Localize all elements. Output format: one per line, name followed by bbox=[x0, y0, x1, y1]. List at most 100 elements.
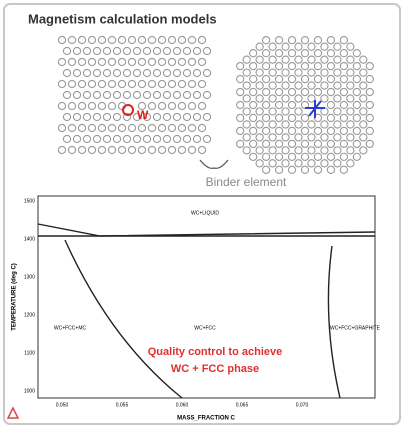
atom bbox=[263, 50, 270, 57]
atom bbox=[103, 47, 110, 54]
atom bbox=[108, 36, 115, 43]
w-label: W bbox=[137, 108, 149, 122]
atom bbox=[347, 95, 354, 102]
atom bbox=[243, 108, 250, 115]
atom bbox=[288, 75, 295, 82]
binder-label: Binder element bbox=[206, 175, 287, 189]
atom bbox=[334, 121, 341, 128]
x-tick-label: 0.060 bbox=[176, 402, 189, 408]
atom bbox=[353, 50, 360, 57]
atom bbox=[237, 75, 244, 82]
annotation: Quality control to achieve bbox=[148, 346, 282, 358]
atom bbox=[334, 160, 341, 167]
atom bbox=[340, 50, 347, 57]
atom bbox=[118, 124, 125, 131]
atom bbox=[133, 69, 140, 76]
atom bbox=[334, 69, 341, 76]
atom bbox=[153, 69, 160, 76]
atom bbox=[347, 108, 354, 115]
atom bbox=[178, 146, 185, 153]
atom bbox=[237, 63, 244, 70]
region-label: WC+FCC+MC bbox=[54, 325, 87, 331]
atom bbox=[78, 102, 85, 109]
atom bbox=[263, 114, 270, 121]
atom bbox=[263, 140, 270, 147]
atom bbox=[243, 134, 250, 141]
atom bbox=[327, 101, 334, 108]
atom bbox=[334, 134, 341, 141]
atom bbox=[203, 47, 210, 54]
atom bbox=[193, 91, 200, 98]
atom bbox=[98, 124, 105, 131]
atom bbox=[143, 135, 150, 142]
atom bbox=[143, 47, 150, 54]
atom bbox=[178, 124, 185, 131]
atom bbox=[282, 43, 289, 50]
atom bbox=[158, 146, 165, 153]
atom bbox=[83, 135, 90, 142]
atom bbox=[263, 166, 270, 173]
atom bbox=[314, 50, 321, 57]
atom bbox=[118, 36, 125, 43]
atom bbox=[158, 36, 165, 43]
atom bbox=[143, 69, 150, 76]
atom bbox=[334, 56, 341, 63]
atom bbox=[275, 75, 282, 82]
atom bbox=[327, 37, 334, 44]
atom bbox=[340, 75, 347, 82]
atom bbox=[148, 36, 155, 43]
atom bbox=[353, 101, 360, 108]
atom bbox=[263, 37, 270, 44]
atom bbox=[178, 102, 185, 109]
atom bbox=[308, 134, 315, 141]
atom bbox=[269, 121, 276, 128]
atom bbox=[321, 69, 328, 76]
atom bbox=[250, 50, 257, 57]
atom bbox=[269, 160, 276, 167]
atom bbox=[128, 80, 135, 87]
atom bbox=[183, 69, 190, 76]
atom bbox=[198, 146, 205, 153]
atom bbox=[308, 82, 315, 89]
atom bbox=[237, 101, 244, 108]
atom bbox=[366, 114, 373, 121]
atom bbox=[301, 153, 308, 160]
atom bbox=[163, 135, 170, 142]
atom bbox=[78, 124, 85, 131]
y-tick-label: 1300 bbox=[24, 274, 35, 280]
atom bbox=[73, 91, 80, 98]
atom bbox=[250, 127, 257, 134]
atom bbox=[198, 102, 205, 109]
atom bbox=[366, 101, 373, 108]
atom bbox=[83, 113, 90, 120]
atom bbox=[308, 43, 315, 50]
atom bbox=[269, 95, 276, 102]
atom bbox=[168, 36, 175, 43]
atom bbox=[203, 135, 210, 142]
atom bbox=[347, 56, 354, 63]
atom bbox=[103, 69, 110, 76]
atom bbox=[353, 63, 360, 70]
atom bbox=[340, 88, 347, 95]
atom bbox=[158, 102, 165, 109]
atom bbox=[63, 69, 70, 76]
atom bbox=[118, 80, 125, 87]
atom bbox=[68, 58, 75, 65]
x-tick-label: 0.055 bbox=[116, 402, 129, 408]
atom bbox=[295, 56, 302, 63]
atom bbox=[295, 121, 302, 128]
atom bbox=[250, 140, 257, 147]
atom bbox=[282, 147, 289, 154]
atom bbox=[78, 146, 85, 153]
figure: Magnetism calculation models W Binder el… bbox=[0, 0, 404, 428]
atom bbox=[168, 102, 175, 109]
atom bbox=[113, 113, 120, 120]
atom bbox=[263, 75, 270, 82]
atom bbox=[123, 135, 130, 142]
atom bbox=[347, 43, 354, 50]
atom bbox=[275, 37, 282, 44]
y-tick-label: 1000 bbox=[24, 388, 35, 394]
atom bbox=[158, 80, 165, 87]
atom bbox=[63, 113, 70, 120]
atom bbox=[360, 95, 367, 102]
